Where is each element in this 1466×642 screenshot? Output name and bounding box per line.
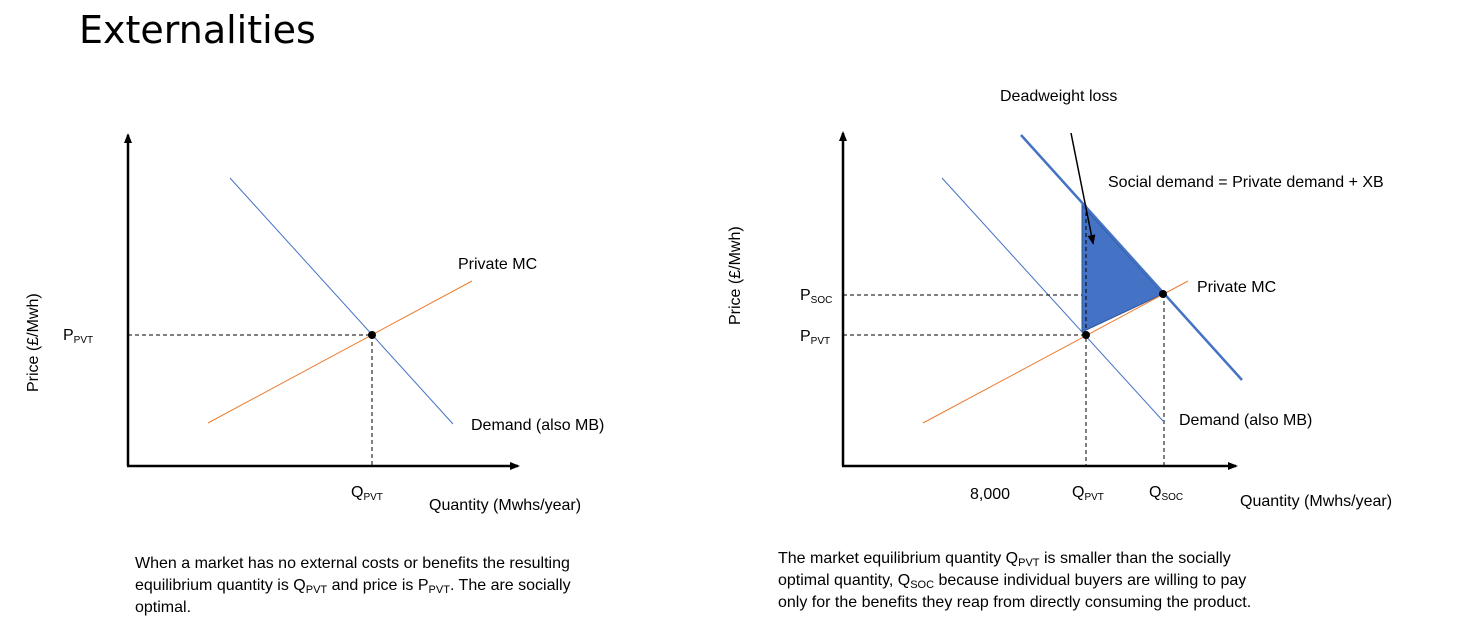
q-soc-label: QSOC	[1149, 484, 1183, 503]
left-caption-line-2: equilibrium quantity is QPVT and price i…	[135, 577, 571, 596]
right-x-axis-label: Quantity (Mwhs/year)	[1240, 493, 1392, 510]
right-diagram: Price (£/Mwh) Quantity (Mwhs/year) Deadw…	[727, 88, 1392, 510]
social-demand-label: Social demand = Private demand + XB	[1108, 174, 1384, 191]
right-y-axis-label: Price (£/Mwh)	[727, 226, 744, 325]
left-caption-line-1: When a market has no external costs or b…	[135, 555, 570, 572]
left-x-axis-label: Quantity (Mwhs/year)	[429, 497, 581, 514]
left-demand-label: Demand (also MB)	[471, 417, 604, 434]
left-equilibrium-point	[368, 331, 376, 339]
left-p-pvt-label: PPVT	[63, 327, 93, 346]
right-p-pvt-label: PPVT	[800, 328, 830, 347]
left-diagram: Price (£/Mwh) Quantity (Mwhs/year) Priva…	[25, 133, 604, 514]
page-title: Externalities	[79, 8, 316, 52]
right-demand-label: Demand (also MB)	[1179, 412, 1312, 429]
right-supply-label: Private MC	[1197, 279, 1276, 296]
right-q-pvt-label: QPVT	[1072, 484, 1104, 503]
right-caption: The market equilibrium quantity QPVT is …	[778, 548, 1251, 614]
deadweight-loss-area	[1081, 203, 1164, 333]
left-y-axis-label: Price (£/Mwh)	[25, 293, 42, 392]
deadweight-loss-pointer	[1070, 132, 1096, 245]
private-equilibrium-point	[1082, 331, 1090, 339]
p-soc-label: PSOC	[800, 287, 832, 306]
right-demand-curve	[941, 177, 1164, 422]
left-supply-label: Private MC	[458, 256, 537, 273]
social-demand-curve	[1020, 134, 1243, 381]
left-caption: When a market has no external costs or b…	[135, 553, 571, 619]
left-supply-curve	[207, 280, 473, 424]
left-demand-curve	[229, 177, 454, 425]
right-supply-curve	[922, 280, 1189, 424]
right-caption-line-2: optimal quantity, QSOC because individua…	[778, 572, 1247, 591]
x-tick-label: 8,000	[970, 486, 1010, 503]
left-caption-line-3: optimal.	[135, 599, 192, 616]
deadweight-loss-label: Deadweight loss	[1000, 88, 1117, 105]
social-equilibrium-point	[1159, 290, 1167, 298]
left-q-pvt-label: QPVT	[351, 484, 383, 503]
right-caption-line-3: only for the benefits they reap from dir…	[778, 594, 1252, 611]
right-caption-line-1: The market equilibrium quantity QPVT is …	[778, 550, 1231, 569]
